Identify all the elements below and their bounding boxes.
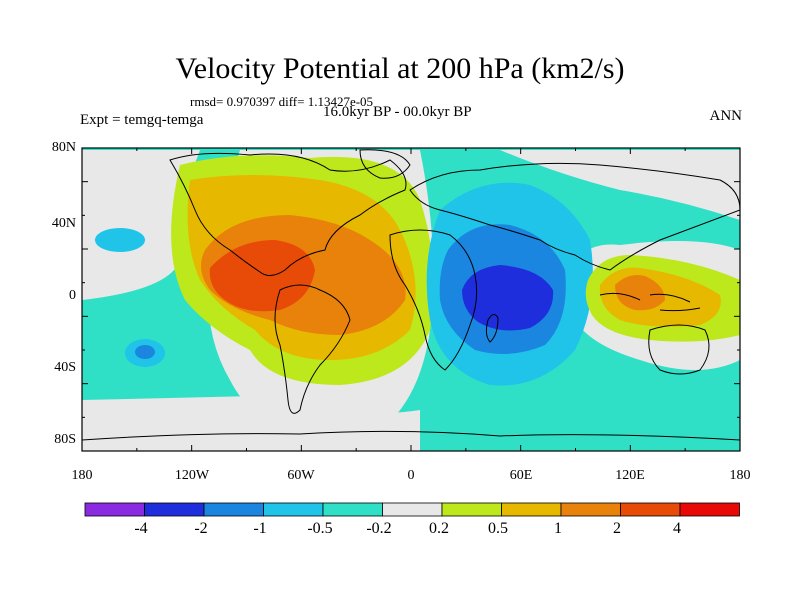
contour-fill-layer <box>82 148 740 451</box>
lon-label-180w: 180 <box>71 468 93 483</box>
colorbar-swatch <box>620 502 681 517</box>
colorbar-swatch <box>203 502 264 517</box>
lon-label-0: 0 <box>407 468 415 483</box>
colorbar <box>84 502 740 517</box>
colorbar-swatch <box>84 502 145 517</box>
colorbar-swatch <box>263 502 324 517</box>
colorbar-label: -2 <box>194 520 208 537</box>
lat-label-80n: 80N <box>51 140 76 155</box>
colorbar-swatch <box>501 502 562 517</box>
coastline-madagascar <box>485 314 499 343</box>
colorbar-swatch <box>441 502 502 517</box>
coastline-greenland <box>359 149 411 179</box>
lon-label-180e: 180 <box>729 468 751 483</box>
coastline-south-america <box>274 284 351 414</box>
coastline-australia <box>648 324 710 375</box>
positive-region-maritime-2 <box>615 275 665 311</box>
lat-label-40s: 40S <box>54 360 76 375</box>
lat-label-80s: 80S <box>54 432 76 447</box>
lon-label-60e: 60E <box>509 468 533 483</box>
coastline-eurasia <box>409 162 740 271</box>
stats-line: rmsd= 0.970397 diff= 1.13427e-05 <box>190 94 374 109</box>
season-label: ANN <box>709 108 743 124</box>
colorbar-swatch <box>382 502 443 517</box>
negative-region-south-pacific-2 <box>135 345 155 359</box>
neutral-region-ne <box>500 150 740 220</box>
experiment-label: Expt = temgq-temga <box>80 112 204 128</box>
lat-label-0: 0 <box>69 288 76 303</box>
coastline-africa <box>389 229 478 371</box>
lat-label-40n: 40N <box>51 216 76 231</box>
negative-region-north-pacific <box>95 228 145 252</box>
axis-ticks <box>81 147 741 452</box>
colorbar-label: -0.2 <box>366 520 392 537</box>
colorbar-label: -0.5 <box>307 520 333 537</box>
coastline-indonesia <box>599 292 701 312</box>
lon-label-120e: 120E <box>615 468 645 483</box>
plot-title: Velocity Potential at 200 hPa (km2/s) <box>175 52 625 85</box>
colorbar-swatch <box>322 502 383 517</box>
colorbar-swatch <box>679 502 740 517</box>
coastline-north-america <box>169 152 407 276</box>
neutral-region-nw-pacific <box>82 150 200 300</box>
coastline-antarctica <box>82 430 740 441</box>
colorbar-label: 4 <box>673 520 681 537</box>
negative-region-indian-2 <box>462 265 554 331</box>
colorbar-label: 0.5 <box>488 520 508 537</box>
colorbar-label: 2 <box>613 520 621 537</box>
colorbar-swatch <box>144 502 205 517</box>
colorbar-label: -1 <box>253 520 267 537</box>
colorbar-label: 1 <box>554 520 562 537</box>
period-label: 16.0kyr BP - 00.0kyr BP <box>323 104 472 120</box>
coastline-layer <box>82 149 740 441</box>
lon-label-120w: 120W <box>174 468 210 483</box>
colorbar-swatch <box>560 502 621 517</box>
lon-label-60w: 60W <box>287 468 315 483</box>
positive-region-americas-4 <box>209 240 315 312</box>
colorbar-label: 0.2 <box>429 520 449 537</box>
colorbar-label: -4 <box>134 520 148 537</box>
